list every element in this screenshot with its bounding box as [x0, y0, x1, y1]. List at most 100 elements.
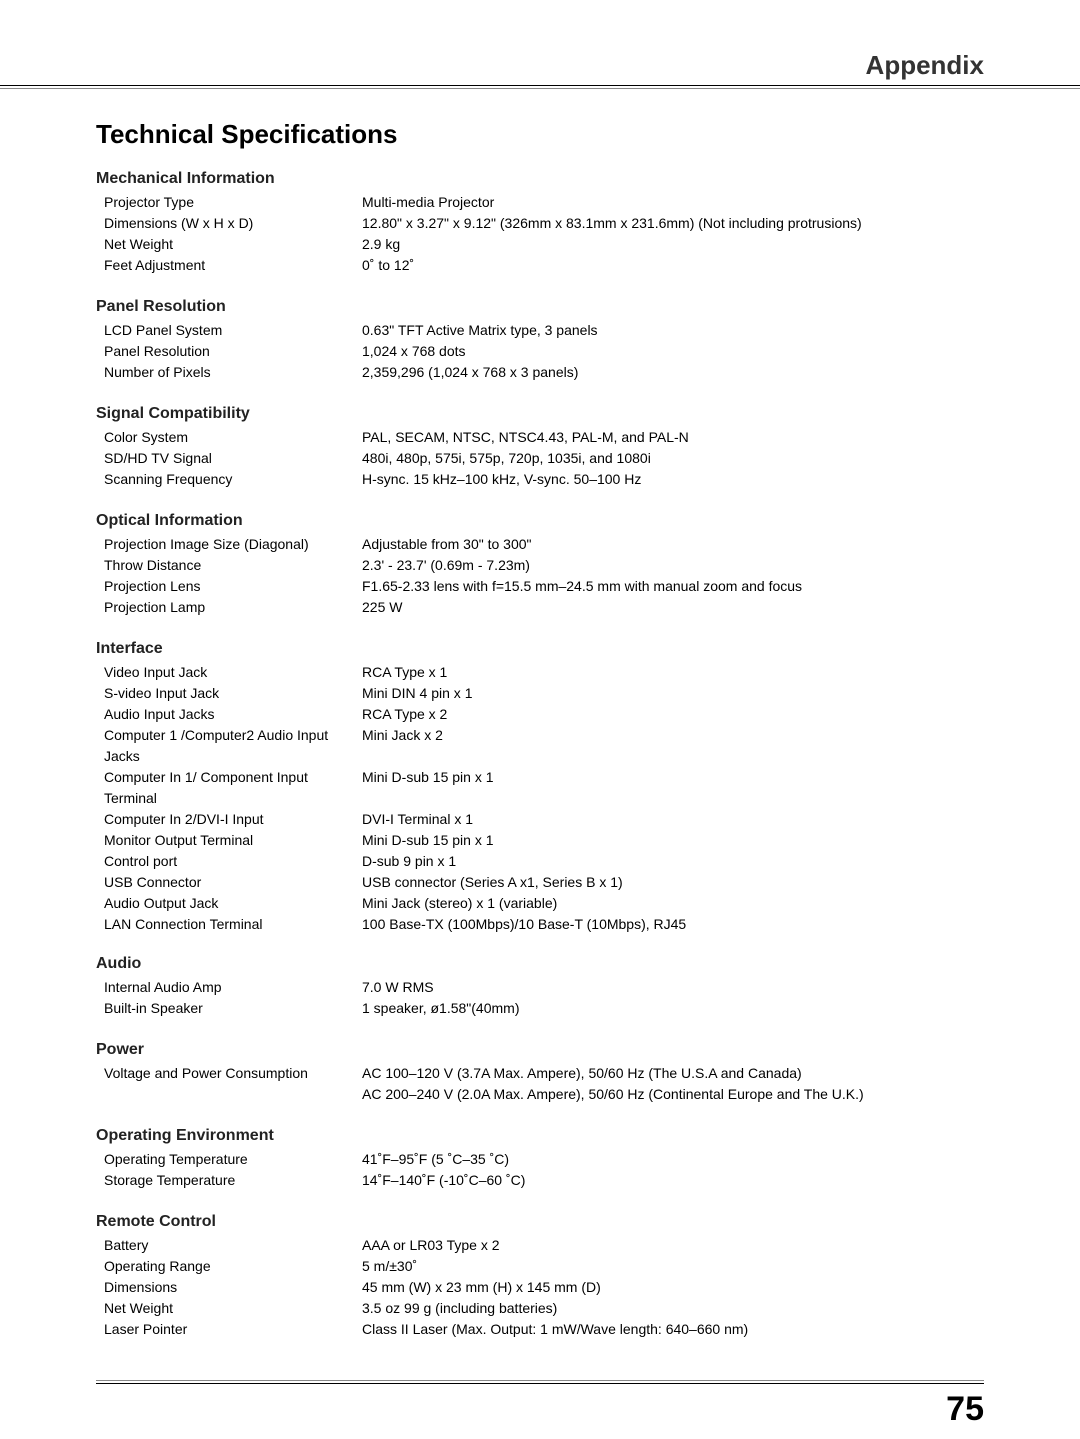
- spec-label: Color System: [104, 427, 362, 448]
- spec-value: Mini D-sub 15 pin x 1: [362, 767, 984, 809]
- spec-row: AC 200–240 V (2.0A Max. Ampere), 50/60 H…: [96, 1084, 984, 1105]
- page-footer: 75: [0, 1380, 1080, 1439]
- spec-label: Net Weight: [104, 1298, 362, 1319]
- spec-value: 41˚F–95˚F (5 ˚C–35 ˚C): [362, 1149, 984, 1170]
- spec-row: SD/HD TV Signal480i, 480p, 575i, 575p, 7…: [96, 448, 984, 469]
- spec-row: Computer 1 /Computer2 Audio Input JacksM…: [96, 725, 984, 767]
- spec-row: Panel Resolution1,024 x 768 dots: [96, 341, 984, 362]
- spec-value: 100 Base-TX (100Mbps)/10 Base-T (10Mbps)…: [362, 914, 984, 935]
- spec-value: 3.5 oz 99 g (including batteries): [362, 1298, 984, 1319]
- spec-row: Number of Pixels2,359,296 (1,024 x 768 x…: [96, 362, 984, 383]
- spec-value: AAA or LR03 Type x 2: [362, 1235, 984, 1256]
- section-title: Audio: [96, 955, 984, 973]
- spec-label: Dimensions: [104, 1277, 362, 1298]
- spec-row: Built-in Speaker1 speaker, ø1.58"(40mm): [96, 998, 984, 1019]
- page: Appendix Technical Specifications Mechan…: [0, 0, 1080, 1439]
- spec-row: Voltage and Power ConsumptionAC 100–120 …: [96, 1063, 984, 1084]
- spec-value: 1,024 x 768 dots: [362, 341, 984, 362]
- spec-value: Mini Jack (stereo) x 1 (variable): [362, 893, 984, 914]
- spec-value: PAL, SECAM, NTSC, NTSC4.43, PAL-M, and P…: [362, 427, 984, 448]
- spec-label: Audio Input Jacks: [104, 704, 362, 725]
- section-title: Power: [96, 1041, 984, 1059]
- spec-value: 0˚ to 12˚: [362, 255, 984, 276]
- spec-value: Multi-media Projector: [362, 192, 984, 213]
- spec-label: Storage Temperature: [104, 1170, 362, 1191]
- spec-value: 5 m/±30˚: [362, 1256, 984, 1277]
- spec-label: Panel Resolution: [104, 341, 362, 362]
- spec-value: DVI-I Terminal x 1: [362, 809, 984, 830]
- spec-value: 14˚F–140˚F (-10˚C–60 ˚C): [362, 1170, 984, 1191]
- spec-row: Laser PointerClass II Laser (Max. Output…: [96, 1319, 984, 1340]
- spec-row: Feet Adjustment0˚ to 12˚: [96, 255, 984, 276]
- spec-value: 225 W: [362, 597, 984, 618]
- spec-label: Battery: [104, 1235, 362, 1256]
- appendix-header: Appendix: [96, 50, 984, 81]
- spec-label: Computer 1 /Computer2 Audio Input Jacks: [104, 725, 362, 767]
- spec-label: Projector Type: [104, 192, 362, 213]
- spec-value: 7.0 W RMS: [362, 977, 984, 998]
- header-rule-thick: [0, 85, 1080, 86]
- sections-container: Mechanical Information Projector TypeMult…: [96, 170, 984, 1340]
- spec-value: 12.80" x 3.27" x 9.12" (326mm x 83.1mm x…: [362, 213, 984, 234]
- spec-label: Operating Temperature: [104, 1149, 362, 1170]
- spec-label: Internal Audio Amp: [104, 977, 362, 998]
- spec-value: AC 100–120 V (3.7A Max. Ampere), 50/60 H…: [362, 1063, 984, 1084]
- spec-value: AC 200–240 V (2.0A Max. Ampere), 50/60 H…: [362, 1084, 984, 1105]
- spec-label: Projection Lens: [104, 576, 362, 597]
- spec-label: Projection Lamp: [104, 597, 362, 618]
- spec-value: D-sub 9 pin x 1: [362, 851, 984, 872]
- spec-value: Adjustable from 30" to 300": [362, 534, 984, 555]
- page-number: 75: [96, 1390, 984, 1429]
- spec-row: USB ConnectorUSB connector (Series A x1,…: [96, 872, 984, 893]
- section-title: Operating Environment: [96, 1127, 984, 1145]
- spec-label: S-video Input Jack: [104, 683, 362, 704]
- spec-label: Video Input Jack: [104, 662, 362, 683]
- spec-row: Control portD-sub 9 pin x 1: [96, 851, 984, 872]
- spec-row: Video Input JackRCA Type x 1: [96, 662, 984, 683]
- spec-label: Dimensions (W x H x D): [104, 213, 362, 234]
- spec-label: Operating Range: [104, 1256, 362, 1277]
- section-title: Interface: [96, 640, 984, 658]
- spec-row: Dimensions (W x H x D)12.80" x 3.27" x 9…: [96, 213, 984, 234]
- section-title: Signal Compatibility: [96, 405, 984, 423]
- spec-row: Operating Range5 m/±30˚: [96, 1256, 984, 1277]
- spec-row: Projection LensF1.65-2.33 lens with f=15…: [96, 576, 984, 597]
- spec-label: Projection Image Size (Diagonal): [104, 534, 362, 555]
- footer-rule-thin: [96, 1380, 984, 1381]
- spec-row: Projection Image Size (Diagonal)Adjustab…: [96, 534, 984, 555]
- spec-label: Laser Pointer: [104, 1319, 362, 1340]
- spec-label: Throw Distance: [104, 555, 362, 576]
- spec-row: Monitor Output TerminalMini D-sub 15 pin…: [96, 830, 984, 851]
- spec-label: LAN Connection Terminal: [104, 914, 362, 935]
- spec-label: LCD Panel System: [104, 320, 362, 341]
- spec-value: RCA Type x 2: [362, 704, 984, 725]
- spec-value: Mini Jack x 2: [362, 725, 984, 767]
- content-area: Technical Specifications Mechanical Info…: [0, 89, 1080, 1340]
- spec-label: Scanning Frequency: [104, 469, 362, 490]
- spec-label: Audio Output Jack: [104, 893, 362, 914]
- spec-value: 45 mm (W) x 23 mm (H) x 145 mm (D): [362, 1277, 984, 1298]
- spec-label: [104, 1084, 362, 1105]
- footer-rule-thick: [96, 1383, 984, 1384]
- spec-value: USB connector (Series A x1, Series B x 1…: [362, 872, 984, 893]
- section-title: Optical Information: [96, 512, 984, 530]
- spec-value: Mini D-sub 15 pin x 1: [362, 830, 984, 851]
- spec-label: SD/HD TV Signal: [104, 448, 362, 469]
- spec-value: 2,359,296 (1,024 x 768 x 3 panels): [362, 362, 984, 383]
- spec-row: Computer In 1/ Component Input TerminalM…: [96, 767, 984, 809]
- section-title: Panel Resolution: [96, 298, 984, 316]
- spec-row: Throw Distance2.3' - 23.7' (0.69m - 7.23…: [96, 555, 984, 576]
- spec-value: 2.3' - 23.7' (0.69m - 7.23m): [362, 555, 984, 576]
- section-title: Mechanical Information: [96, 170, 984, 188]
- spec-value: 2.9 kg: [362, 234, 984, 255]
- spec-label: Built-in Speaker: [104, 998, 362, 1019]
- spec-row: Storage Temperature14˚F–140˚F (-10˚C–60 …: [96, 1170, 984, 1191]
- spec-row: Projection Lamp225 W: [96, 597, 984, 618]
- spec-value: F1.65-2.33 lens with f=15.5 mm–24.5 mm w…: [362, 576, 984, 597]
- spec-row: BatteryAAA or LR03 Type x 2: [96, 1235, 984, 1256]
- spec-row: LCD Panel System0.63" TFT Active Matrix …: [96, 320, 984, 341]
- page-header: Appendix: [0, 0, 1080, 85]
- spec-label: Computer In 1/ Component Input Terminal: [104, 767, 362, 809]
- spec-label: Feet Adjustment: [104, 255, 362, 276]
- spec-label: Computer In 2/DVI-I Input: [104, 809, 362, 830]
